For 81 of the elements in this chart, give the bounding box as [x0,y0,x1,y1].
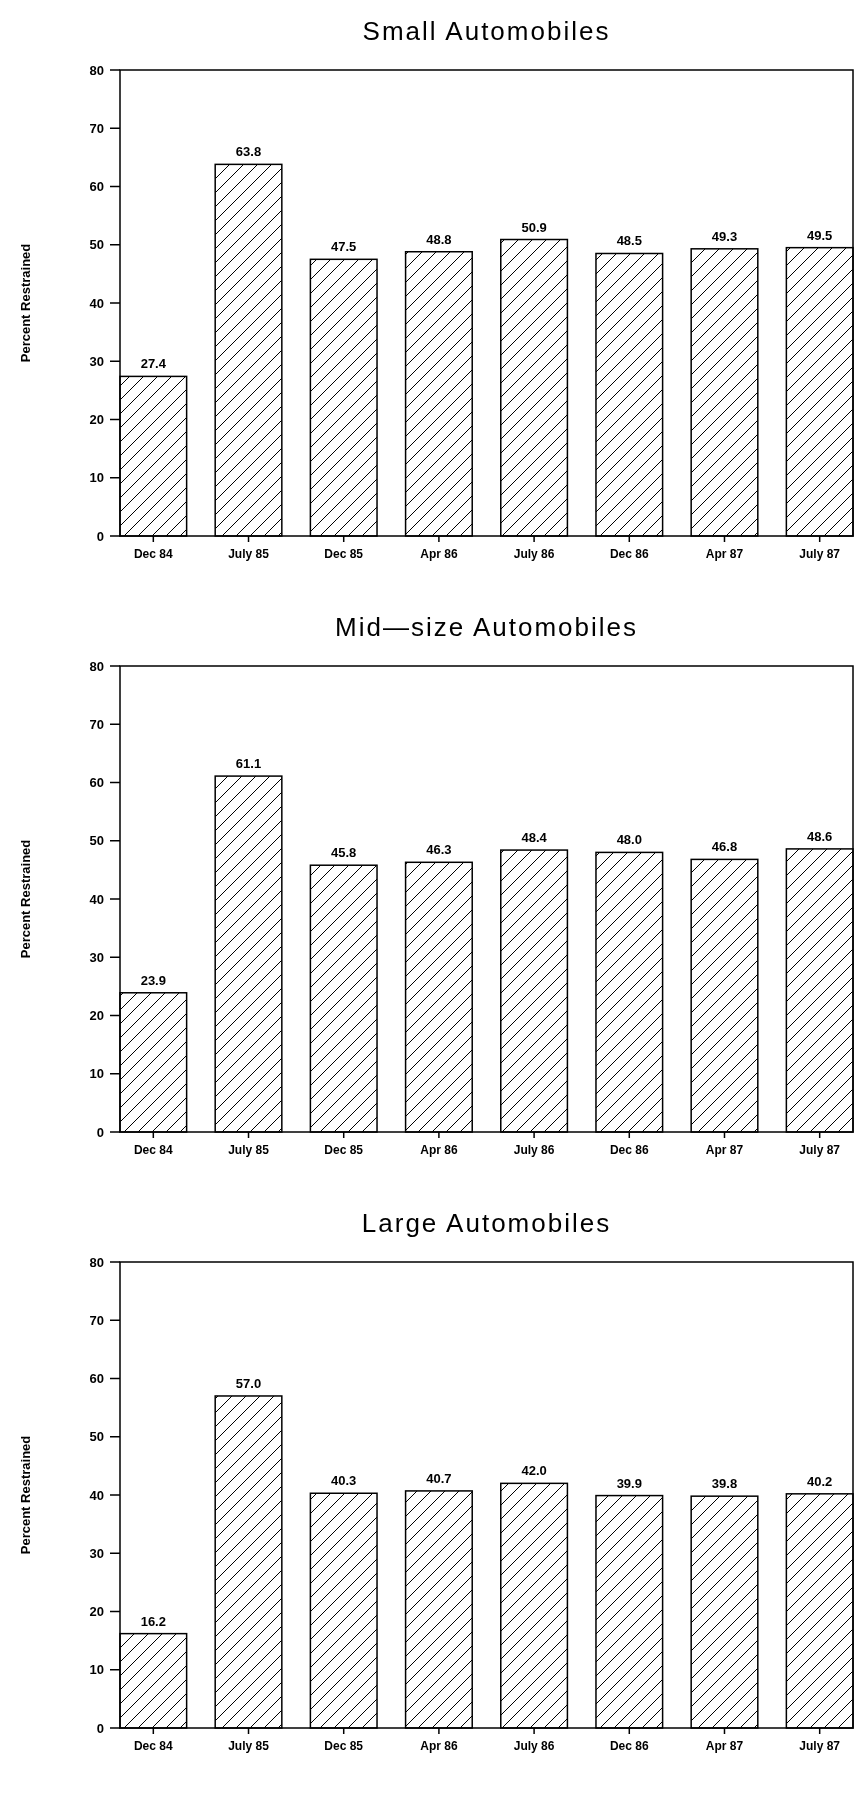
x-tick-label: Apr 86 [420,1143,458,1157]
x-tick-label: July 86 [513,1143,555,1157]
x-tick-label: Apr 86 [420,1739,458,1753]
x-tick-label: Dec 86 [609,1143,649,1157]
data-label: 42.0 [521,1463,547,1479]
y-tick-label: 0 [96,1720,104,1736]
y-tick-label: 50 [89,833,104,849]
y-axis-title: Percent Restrained [18,839,33,959]
x-tick-label: July 87 [799,1143,841,1157]
y-tick-label: 10 [89,1066,104,1082]
data-label: 27.4 [140,356,167,372]
data-label: 49.5 [807,227,833,243]
x-tick-label: July 85 [228,1143,270,1157]
x-tick-label: Apr 87 [705,1739,744,1753]
y-tick-label: 30 [89,353,104,369]
chart-title: Large Automobiles [361,1208,612,1238]
x-tick-label: Dec 85 [324,1143,364,1157]
y-axis-title: Percent Restrained [18,243,33,363]
data-label: 40.7 [426,1470,452,1486]
y-tick-label: 20 [89,1604,104,1620]
x-tick-label: Dec 85 [324,547,364,561]
y-tick-label: 40 [89,891,104,907]
y-tick-label: 70 [89,716,104,732]
x-tick-label: Dec 84 [133,547,173,561]
x-tick-label: July 86 [513,1739,555,1753]
data-label: 57.0 [235,1375,262,1391]
data-label: 39.9 [616,1475,642,1491]
x-tick-label: July 86 [513,547,555,561]
x-tick-label: Dec 84 [133,1143,173,1157]
chart-title: Mid—size Automobiles [335,612,638,642]
data-label: 46.3 [426,842,452,858]
data-label: 49.3 [711,228,738,244]
y-tick-label: 80 [89,1254,104,1270]
data-label: 50.9 [521,219,547,235]
y-tick-label: 70 [89,1312,104,1328]
data-label: 61.1 [235,756,262,772]
y-tick-label: 40 [89,295,104,311]
x-tick-label: July 87 [799,547,841,561]
y-tick-label: 20 [89,412,104,428]
chart-title: Small Automobiles [362,16,611,46]
x-tick-label: July 85 [228,547,270,561]
data-label: 48.6 [807,828,833,844]
data-label: 48.8 [426,231,452,247]
data-label: 40.2 [807,1473,833,1489]
data-label: 47.5 [331,239,357,255]
x-tick-label: July 87 [799,1739,841,1753]
data-label: 46.8 [711,839,738,855]
data-label: 45.8 [331,845,357,861]
y-tick-label: 80 [89,658,104,674]
x-tick-label: Apr 86 [420,547,458,561]
y-tick-label: 60 [89,775,104,791]
data-label: 23.9 [140,972,166,988]
data-label: 48.4 [521,830,548,846]
x-tick-label: Dec 86 [609,1739,649,1753]
x-tick-label: July 85 [228,1739,270,1753]
y-tick-label: 60 [89,179,104,195]
x-tick-label: Apr 87 [705,1143,744,1157]
y-tick-label: 10 [89,470,104,486]
y-tick-label: 0 [96,528,104,544]
data-label: 48.5 [616,233,642,249]
y-tick-label: 20 [89,1008,104,1024]
y-axis-title: Percent Restrained [18,1435,33,1555]
y-tick-label: 30 [89,1545,104,1561]
y-tick-label: 50 [89,1429,104,1445]
y-tick-label: 30 [89,949,104,965]
data-label: 39.8 [711,1476,738,1492]
data-label: 16.2 [140,1613,166,1629]
data-label: 48.0 [616,832,642,848]
y-tick-label: 40 [89,1487,104,1503]
y-tick-label: 0 [96,1124,104,1140]
data-label: 63.8 [235,144,262,160]
y-tick-label: 60 [89,1371,104,1387]
y-tick-label: 80 [89,62,104,78]
x-tick-label: Dec 84 [133,1739,173,1753]
y-tick-label: 50 [89,237,104,253]
y-tick-label: 10 [89,1662,104,1678]
y-tick-label: 70 [89,120,104,136]
x-tick-label: Dec 85 [324,1739,364,1753]
data-label: 40.3 [331,1473,357,1489]
x-tick-label: Apr 87 [705,547,744,561]
x-tick-label: Dec 86 [609,547,649,561]
